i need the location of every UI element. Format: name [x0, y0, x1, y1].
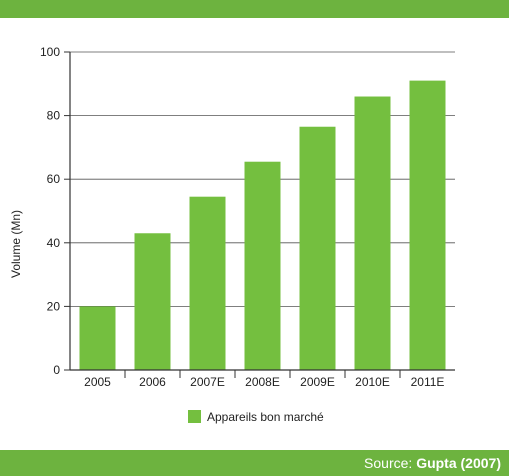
- x-tick-label-2009E: 2009E: [300, 375, 335, 389]
- y-tick-label-60: 60: [47, 172, 61, 186]
- bar-2010E: [354, 96, 391, 371]
- y-tick-label-0: 0: [53, 363, 60, 377]
- source-footer: Source: Gupta (2007): [0, 450, 509, 476]
- axis-layer: [69, 52, 455, 371]
- x-tick-label-2011E: 2011E: [411, 375, 445, 389]
- chart-panel: 0 20 40 60 80 100 2005 2006 2007E 2008E 2009E 2010E…: [0, 18, 509, 450]
- bar-2005: [79, 306, 116, 370]
- x-tick-label-2005: 2005: [84, 375, 111, 389]
- source-value: Gupta (2007): [416, 455, 501, 471]
- y-tick-label-100: 100: [40, 45, 60, 59]
- x-tick-label-2007E: 2007E: [190, 375, 225, 389]
- y-tick-label-80: 80: [47, 109, 61, 123]
- header-band: [0, 0, 509, 18]
- legend-swatch: [188, 410, 201, 423]
- bar-2009E: [299, 126, 336, 370]
- bar-2007E: [189, 196, 226, 370]
- legend-label: Appareils bon marché: [207, 410, 324, 424]
- source-line: Source: Gupta (2007): [0, 450, 509, 476]
- x-tick-label-2010E: 2010E: [355, 375, 390, 389]
- x-tick-label-2006: 2006: [139, 375, 166, 389]
- source-label: Source:: [364, 455, 413, 471]
- bar-2011E: [409, 80, 446, 370]
- y-axis-title: Volume (Mn): [9, 210, 23, 278]
- y-tick-label-20: 20: [47, 299, 61, 313]
- bar-layer: [79, 80, 446, 371]
- bar-chart: 0 20 40 60 80 100 2005 2006 2007E 2008E 2009E 2010E…: [9, 45, 455, 424]
- bar-2006: [134, 233, 171, 370]
- y-tick-label-40: 40: [47, 236, 61, 250]
- x-tick-label-2008E: 2008E: [245, 375, 280, 389]
- bar-2008E: [244, 161, 281, 370]
- tick-layer: 0 20 40 60 80 100 2005 2006 2007E 2008E 2009E 2010E…: [40, 45, 444, 389]
